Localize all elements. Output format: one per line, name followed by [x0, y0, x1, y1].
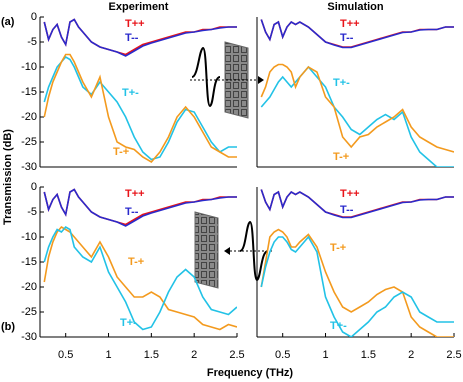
y-tick-label: -10 — [21, 231, 37, 243]
x-tick-label: 0.5 — [58, 349, 73, 361]
series-line — [43, 188, 237, 227]
series-label: T-- — [340, 204, 354, 216]
series-label: T++ — [125, 188, 145, 200]
x-tick-label: 0.5 — [275, 349, 290, 361]
panel-label: (b) — [1, 321, 15, 333]
series-line — [260, 189, 454, 219]
y-tick-label: -20 — [21, 281, 37, 293]
y-tick-label: 0 — [31, 181, 37, 193]
series-label: T-+ — [330, 242, 346, 254]
x-tick-label: 2.5 — [446, 349, 461, 361]
diagram-bottom — [194, 211, 272, 289]
series-line — [43, 225, 237, 331]
series-line — [260, 228, 454, 337]
x-tick-label: 1.5 — [361, 349, 376, 361]
panel-title: Simulation — [327, 1, 384, 13]
series-line — [43, 225, 237, 331]
y-tick-label: -15 — [21, 256, 37, 268]
series-label: T+- — [330, 320, 347, 332]
series-label: T++ — [340, 188, 360, 200]
series-label: T-- — [125, 32, 139, 44]
series-line — [260, 65, 454, 167]
series-label: T-- — [125, 206, 139, 218]
series-line — [43, 55, 237, 161]
y-tick-label: -5 — [27, 36, 37, 48]
series-label: T+- — [333, 77, 350, 89]
series-line — [260, 63, 454, 153]
series-label: T-+ — [333, 151, 349, 163]
series-line — [260, 235, 454, 337]
x-tick-label: 2 — [408, 349, 414, 361]
y-tick-label: -30 — [21, 161, 37, 173]
x-tick-label: 1.5 — [144, 349, 159, 361]
x-axis-label: Frequency (THz) — [207, 367, 294, 379]
y-tick-label: -25 — [21, 306, 37, 318]
series-label: T+- — [122, 87, 139, 99]
series-label: T-+ — [113, 146, 129, 158]
y-tick-label: -25 — [21, 136, 37, 148]
y-tick-label: 0 — [31, 11, 37, 23]
series-label: T++ — [340, 18, 360, 30]
series-line — [260, 19, 454, 49]
panel-title: Experiment — [109, 1, 169, 13]
y-tick-label: -5 — [27, 206, 37, 218]
y-tick-label: -30 — [21, 331, 37, 343]
series-label: T-+ — [128, 256, 144, 268]
series-label: T++ — [125, 18, 145, 30]
y-tick-label: -15 — [21, 86, 37, 98]
series-line — [43, 18, 237, 57]
panel-label: (a) — [1, 16, 15, 28]
y-tick-label: -20 — [21, 111, 37, 123]
y-axis-label: Transmission (dB) — [2, 129, 14, 225]
series-label: T-- — [340, 32, 354, 44]
x-tick-label: 1 — [105, 349, 111, 361]
x-tick-label: 1 — [322, 349, 328, 361]
series-label: T+- — [120, 317, 137, 329]
diagram-top — [190, 41, 264, 119]
series-line — [43, 53, 237, 164]
x-tick-label: 2.5 — [229, 349, 244, 361]
x-tick-label: 2 — [191, 349, 197, 361]
y-tick-label: -10 — [21, 61, 37, 73]
